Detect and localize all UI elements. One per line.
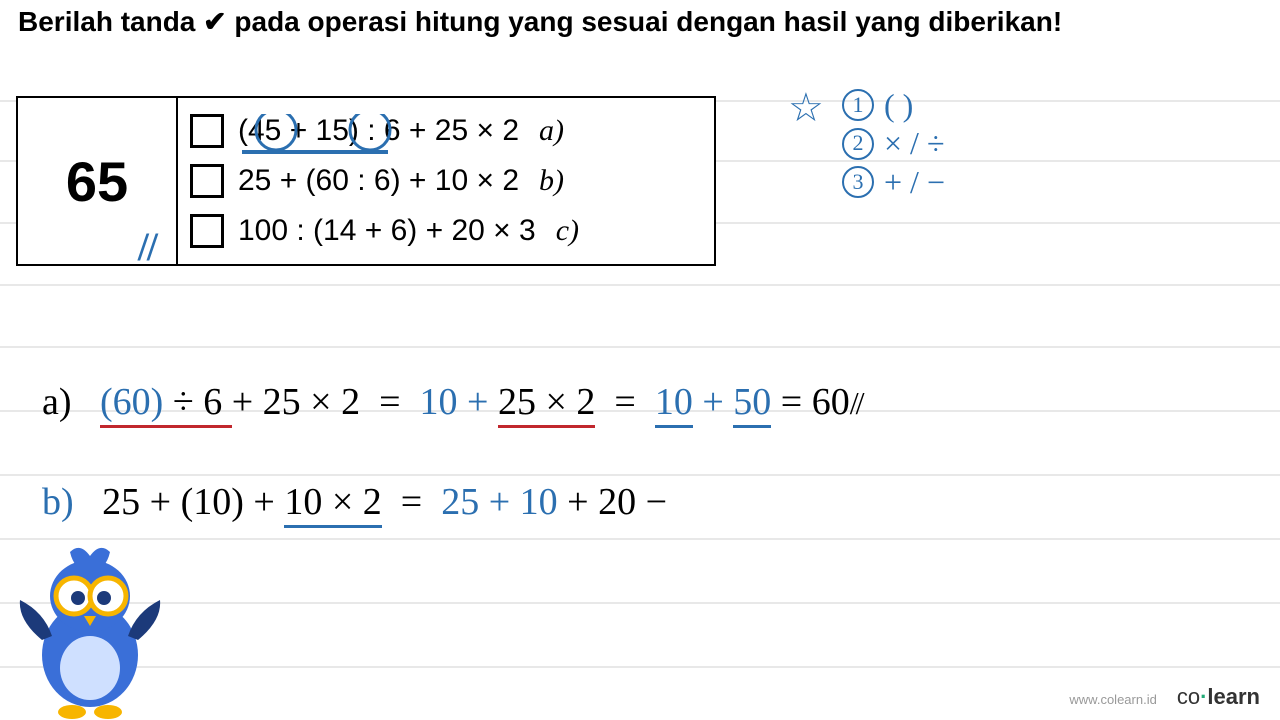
work-a-result: 60 bbox=[812, 381, 850, 423]
footer: www.colearn.id co·learn bbox=[1069, 684, 1260, 710]
work-b-label: b) bbox=[42, 481, 74, 523]
work-a-step3b: 50 bbox=[733, 381, 771, 428]
rule-text-3: + / − bbox=[884, 163, 945, 201]
instruction-title: Berilah tanda ✔ pada operasi hitung yang… bbox=[18, 4, 1260, 40]
expression-c: 100 : (14 + 6) + 20 × 3 bbox=[238, 214, 536, 248]
work-a-step2b: 25 × 2 bbox=[498, 381, 595, 428]
checkbox-a[interactable] bbox=[190, 114, 224, 148]
work-a-step1c: + 25 × 2 bbox=[232, 381, 360, 423]
option-label-c: c) bbox=[556, 214, 579, 248]
rule-num-1: 1 bbox=[842, 89, 874, 121]
work-b-step2a: 25 + 10 bbox=[441, 481, 557, 523]
rule-num-3: 3 bbox=[842, 166, 874, 198]
question-box: 65 // (45 + 15) : 6 + 25 × 2 a) 25 + (60… bbox=[16, 96, 716, 266]
work-a-label: a) bbox=[42, 381, 72, 423]
blue-slashes-mark: // bbox=[138, 223, 156, 270]
options-list: (45 + 15) : 6 + 25 × 2 a) 25 + (60 : 6) … bbox=[178, 98, 714, 264]
checkbox-b[interactable] bbox=[190, 164, 224, 198]
rule-3: 3 + / − bbox=[842, 163, 945, 201]
rule-num-2: 2 bbox=[842, 128, 874, 160]
star-icon: ☆ bbox=[788, 84, 824, 131]
order-of-operations-rules: ☆ 1 ( ) 2 × / ÷ 3 + / − bbox=[842, 86, 945, 201]
rule-text-2: × / ÷ bbox=[884, 124, 945, 162]
expression-b: 25 + (60 : 6) + 10 × 2 bbox=[238, 164, 519, 198]
rule-text-1: ( ) bbox=[884, 86, 913, 124]
option-b: 25 + (60 : 6) + 10 × 2 b) bbox=[190, 156, 702, 206]
expression-a: (45 + 15) : 6 + 25 × 2 bbox=[238, 114, 519, 148]
work-a-step1a: (60) ÷ 6 bbox=[100, 381, 232, 428]
checkbox-c[interactable] bbox=[190, 214, 224, 248]
work-a-step2a: 10 + bbox=[420, 381, 498, 423]
footer-url: www.colearn.id bbox=[1069, 692, 1156, 707]
option-label-a: a) bbox=[539, 114, 564, 148]
option-a: (45 + 15) : 6 + 25 × 2 a) bbox=[190, 106, 702, 156]
colearn-logo: co·learn bbox=[1177, 684, 1260, 710]
work-a-slash: // bbox=[850, 385, 862, 421]
work-b-step1b: 10 × 2 bbox=[284, 481, 381, 528]
work-b-step2b: + 20 − bbox=[558, 481, 667, 523]
working-b: b) 25 + (10) + 10 × 2 = 25 + 10 + 20 − bbox=[42, 480, 667, 524]
mascot-bird-icon bbox=[0, 540, 180, 720]
option-label-b: b) bbox=[539, 164, 564, 198]
option-c: 100 : (14 + 6) + 20 × 3 c) bbox=[190, 206, 702, 256]
rule-1: 1 ( ) bbox=[842, 86, 945, 124]
answer-number: 65 bbox=[66, 149, 128, 214]
working-a: a) (60) ÷ 6 + 25 × 2 = 10 + 25 × 2 = 10 … bbox=[42, 380, 861, 424]
rule-2: 2 × / ÷ bbox=[842, 124, 945, 162]
work-a-step3a: 10 bbox=[655, 381, 693, 428]
work-b-step1a: 25 + (10) + bbox=[102, 481, 284, 523]
answer-number-cell: 65 // bbox=[18, 98, 178, 264]
